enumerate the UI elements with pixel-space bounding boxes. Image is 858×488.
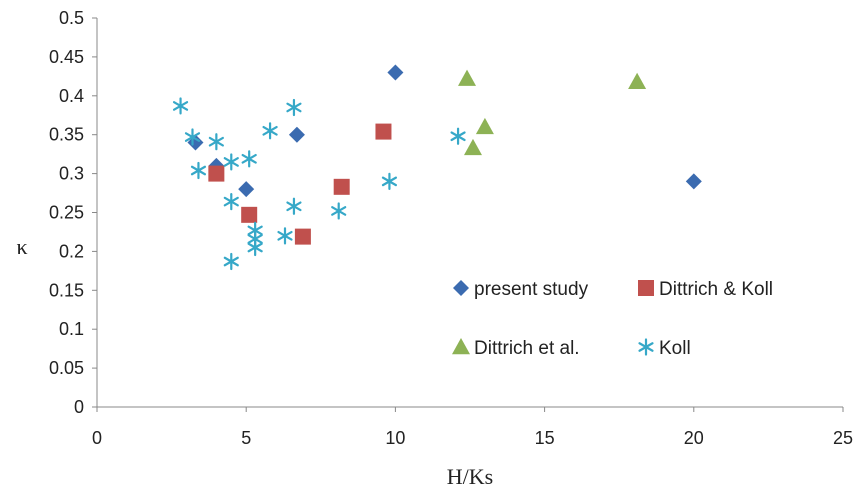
data-point-asterisk bbox=[190, 161, 207, 180]
data-point-asterisk bbox=[184, 128, 201, 146]
data-point-diamond bbox=[288, 126, 305, 143]
y-tick-label: 0 bbox=[74, 397, 84, 417]
legend-label: Koll bbox=[659, 338, 691, 359]
x-tick-label: 25 bbox=[833, 428, 853, 448]
y-tick-label: 0.05 bbox=[49, 358, 84, 378]
data-point-diamond bbox=[187, 134, 204, 151]
data-point-asterisk bbox=[172, 97, 189, 115]
data-point-triangle bbox=[458, 69, 477, 86]
data-points bbox=[172, 64, 702, 271]
data-point-triangle bbox=[475, 117, 494, 135]
legend-label: present study bbox=[474, 279, 589, 300]
data-point-asterisk bbox=[247, 238, 263, 257]
y-tick-label: 0.5 bbox=[59, 8, 84, 28]
x-tick-label: 15 bbox=[535, 428, 555, 448]
y-axis-title: κ bbox=[16, 234, 27, 259]
data-point-diamond bbox=[238, 181, 255, 198]
legend-marker-triangle bbox=[452, 338, 470, 355]
data-point-asterisk bbox=[331, 202, 347, 220]
y-tick-label: 0.3 bbox=[59, 164, 84, 184]
data-point-asterisk bbox=[223, 153, 239, 171]
data-point-square bbox=[375, 123, 392, 140]
y-tick-label: 0.35 bbox=[49, 125, 84, 145]
x-tick-label: 5 bbox=[241, 428, 251, 448]
data-point-triangle bbox=[463, 138, 482, 156]
x-axis-title: H/Ks bbox=[447, 464, 493, 488]
y-tick-label: 0.4 bbox=[59, 86, 84, 106]
legend: present study Dittrich & Koll Dittrich et … bbox=[452, 279, 773, 359]
y-tick-label: 0.1 bbox=[59, 319, 84, 339]
data-point-diamond bbox=[685, 173, 702, 190]
data-point-asterisk bbox=[262, 122, 278, 140]
legend-marker-square bbox=[638, 280, 654, 296]
y-tick-label: 0.2 bbox=[59, 241, 84, 261]
y-tick-label: 0.45 bbox=[49, 47, 84, 67]
x-axis-ticks: 0 5 10 15 20 25 bbox=[92, 407, 853, 448]
legend-label: Dittrich & Koll bbox=[659, 279, 773, 300]
data-point-square bbox=[241, 206, 258, 223]
data-point-asterisk bbox=[450, 127, 466, 145]
y-tick-label: 0.25 bbox=[49, 203, 84, 223]
data-point-asterisk bbox=[381, 172, 398, 190]
data-point-asterisk bbox=[277, 227, 293, 245]
data-point-asterisk bbox=[286, 197, 302, 215]
data-point-asterisk bbox=[223, 193, 239, 211]
data-point-triangle bbox=[628, 72, 647, 89]
legend-marker-asterisk bbox=[638, 338, 654, 356]
x-tick-label: 20 bbox=[684, 428, 704, 448]
data-point-asterisk bbox=[223, 252, 239, 271]
data-point-asterisk bbox=[286, 98, 302, 117]
data-point-asterisk bbox=[208, 133, 224, 151]
legend-label: Dittrich et al. bbox=[474, 338, 580, 359]
data-point-square bbox=[208, 165, 225, 182]
x-tick-label: 0 bbox=[92, 428, 102, 448]
data-point-diamond bbox=[387, 64, 404, 81]
data-point-square bbox=[294, 228, 311, 245]
x-tick-label: 10 bbox=[385, 428, 405, 448]
y-axis-ticks: 0 0.05 0.1 0.15 0.2 0.25 0.3 0.35 0.4 0.45 0.5 bbox=[49, 8, 97, 417]
data-point-asterisk bbox=[241, 150, 257, 168]
legend-marker-diamond bbox=[453, 280, 469, 296]
y-tick-label: 0.15 bbox=[49, 280, 84, 300]
data-point-square bbox=[333, 178, 350, 195]
